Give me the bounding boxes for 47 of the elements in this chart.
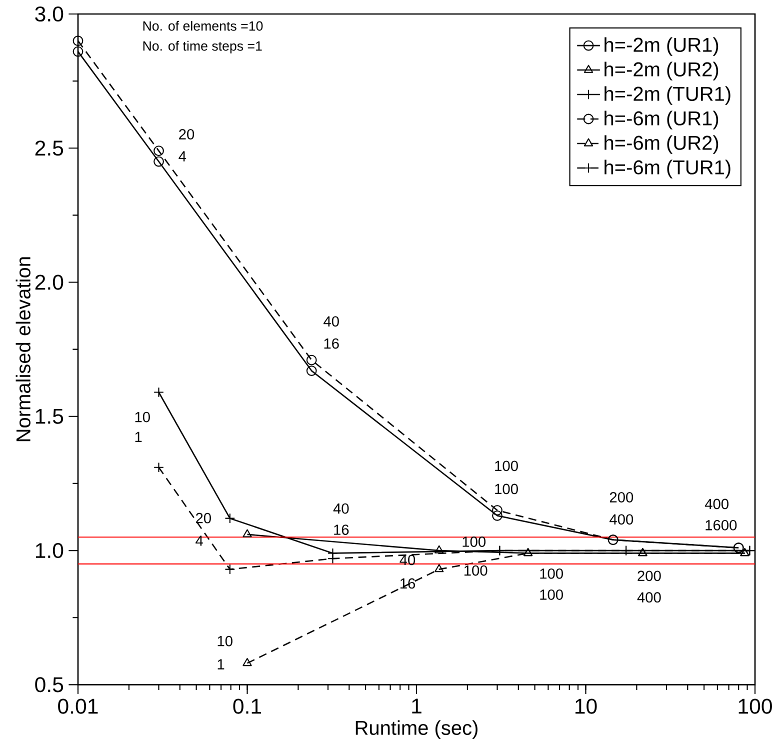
annotation: 16 [400, 578, 416, 589]
annotation: No. of elements =10 [143, 20, 263, 31]
annotation: 100 [495, 460, 518, 472]
annotation: 1 [218, 659, 224, 670]
annotation: 400 [610, 514, 634, 525]
annotation: 100 [540, 590, 563, 600]
legend-label: h=-2m (UR1) [604, 37, 718, 56]
annotation: 16 [324, 338, 339, 349]
legend-label: h=-2m (TUR1) [604, 86, 730, 105]
annotation: 200 [610, 492, 634, 502]
x-tick-label: 0.1 [233, 698, 262, 714]
annotation: 10 [218, 636, 232, 646]
x-tick-label: 1 [412, 698, 422, 714]
annotation: 400 [637, 592, 661, 603]
annotation: 1600 [706, 520, 737, 530]
annotation: 4 [196, 536, 203, 546]
annotation: 20 [179, 129, 194, 140]
annotation: 4 [178, 151, 186, 162]
annotation: 10 [135, 412, 150, 422]
y-tick-label: 0.5 [35, 677, 64, 692]
x-tick-label: 10 [576, 698, 597, 714]
y-axis-title: Normalised elevation [16, 257, 30, 442]
legend-label: h=-2m (UR2) [604, 62, 718, 80]
x-tick-label: 0.01 [58, 698, 98, 714]
annotation: 100 [540, 568, 563, 579]
annotation: 100 [495, 484, 518, 494]
annotation: 40 [400, 554, 416, 566]
annotation: 20 [196, 512, 211, 524]
annotation: 400 [704, 498, 728, 510]
y-tick-label: 2.5 [35, 140, 64, 156]
annotation: 1 [135, 432, 142, 442]
x-tick-label: 100 [738, 698, 772, 714]
y-tick-label: 2.0 [35, 274, 64, 290]
y-tick-label: 3.0 [35, 6, 64, 22]
y-tick-label: 1.0 [36, 542, 64, 558]
annotation: No. of time steps =1 [143, 40, 262, 54]
legend-label: h=-6m (UR2) [604, 135, 718, 154]
annotation: 200 [638, 570, 661, 582]
annotation: 40 [333, 503, 349, 514]
x-axis-title: Runtime (sec) [356, 720, 478, 739]
annotation: 16 [334, 524, 349, 535]
legend-label: h=-6m (UR1) [604, 110, 718, 130]
annotation: 100 [464, 565, 488, 576]
y-tick-label: 1.5 [36, 408, 64, 424]
legend-label: h=-6m (TUR1) [604, 160, 730, 178]
annotation: 100 [462, 536, 486, 547]
annotation: 40 [324, 316, 339, 327]
